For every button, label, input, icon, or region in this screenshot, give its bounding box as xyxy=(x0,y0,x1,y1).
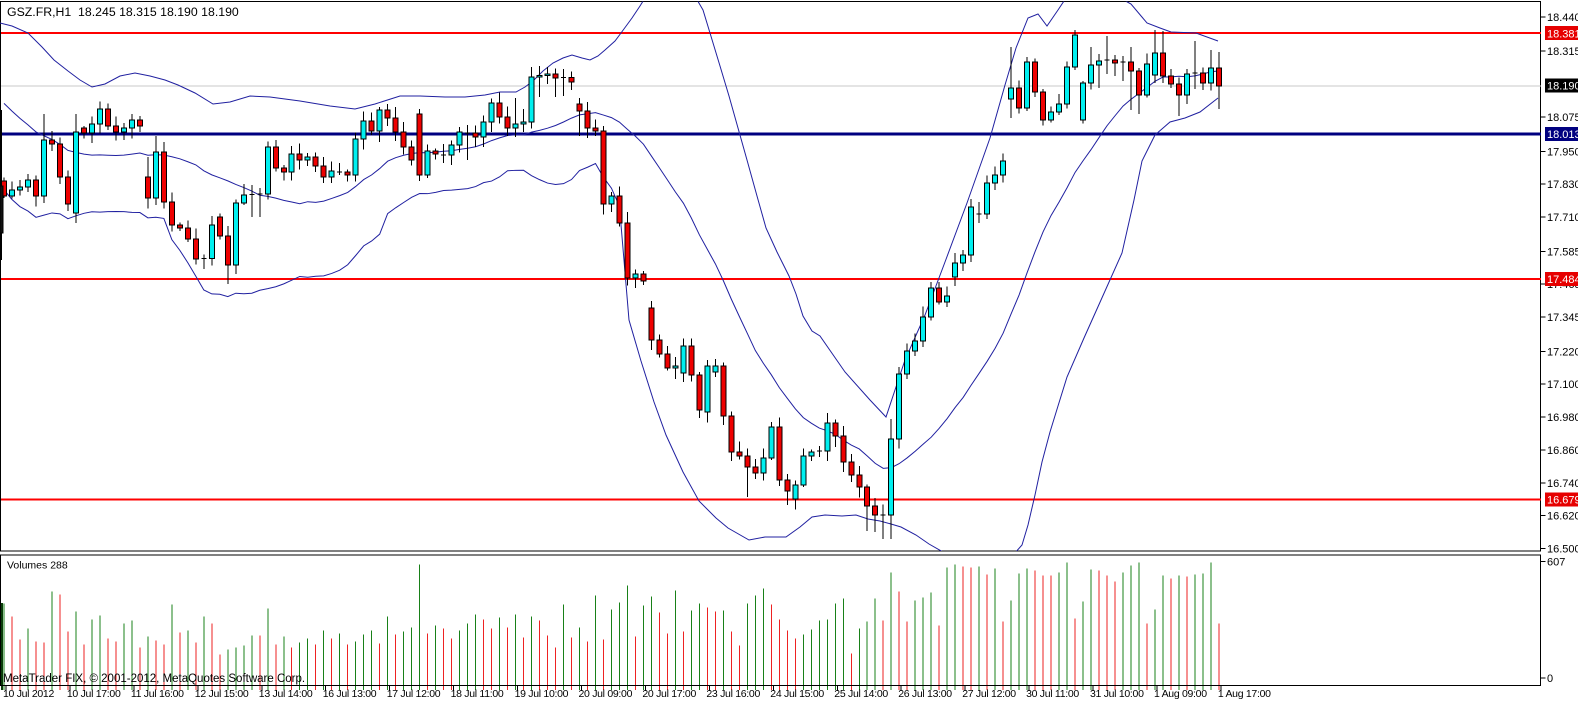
svg-text:12 Jul 15:00: 12 Jul 15:00 xyxy=(195,688,249,700)
svg-text:1 Aug 09:00: 1 Aug 09:00 xyxy=(1154,688,1207,700)
svg-text:20 Jul 17:00: 20 Jul 17:00 xyxy=(642,688,696,700)
svg-text:16.860: 16.860 xyxy=(1547,445,1578,457)
svg-text:MetaTrader FIX, © 2001-2012, M: MetaTrader FIX, © 2001-2012, MetaQuotes … xyxy=(3,673,305,685)
svg-text:27 Jul 12:00: 27 Jul 12:00 xyxy=(962,688,1016,700)
svg-text:17.220: 17.220 xyxy=(1547,346,1578,358)
svg-text:20 Jul 09:00: 20 Jul 09:00 xyxy=(579,688,633,700)
svg-text:18.013: 18.013 xyxy=(1547,129,1578,141)
svg-text:10 Jul 17:00: 10 Jul 17:00 xyxy=(67,688,121,700)
svg-text:17.710: 17.710 xyxy=(1547,212,1578,224)
svg-text:17.484: 17.484 xyxy=(1547,274,1578,286)
svg-text:16.500: 16.500 xyxy=(1547,544,1578,556)
svg-text:25 Jul 14:00: 25 Jul 14:00 xyxy=(834,688,888,700)
svg-text:17.585: 17.585 xyxy=(1547,246,1578,258)
svg-text:13 Jul 14:00: 13 Jul 14:00 xyxy=(259,688,313,700)
svg-text:GSZ.FR,H1 18.245 18.315 18.19: GSZ.FR,H1 18.245 18.315 18.190 18.190 xyxy=(7,5,239,19)
svg-text:16.740: 16.740 xyxy=(1547,478,1578,490)
svg-text:11 Jul 16:00: 11 Jul 16:00 xyxy=(131,688,184,700)
svg-text:17 Jul 12:00: 17 Jul 12:00 xyxy=(387,688,441,700)
svg-text:18.190: 18.190 xyxy=(1547,81,1578,93)
svg-text:26 Jul 13:00: 26 Jul 13:00 xyxy=(898,688,952,700)
svg-text:18.440: 18.440 xyxy=(1547,12,1578,24)
svg-text:19 Jul 10:00: 19 Jul 10:00 xyxy=(515,688,569,700)
svg-text:16 Jul 13:00: 16 Jul 13:00 xyxy=(323,688,377,700)
svg-text:24 Jul 15:00: 24 Jul 15:00 xyxy=(770,688,824,700)
svg-text:Volumes 288: Volumes 288 xyxy=(7,560,68,572)
svg-text:16.980: 16.980 xyxy=(1547,412,1578,424)
svg-text:31 Jul 10:00: 31 Jul 10:00 xyxy=(1090,688,1144,700)
svg-text:18.075: 18.075 xyxy=(1547,112,1578,124)
svg-text:18.315: 18.315 xyxy=(1547,46,1578,58)
svg-text:30 Jul 11:00: 30 Jul 11:00 xyxy=(1026,688,1079,700)
svg-text:18 Jul 11:00: 18 Jul 11:00 xyxy=(451,688,504,700)
svg-text:16.679: 16.679 xyxy=(1547,495,1578,507)
svg-text:607: 607 xyxy=(1547,557,1565,569)
svg-text:17.950: 17.950 xyxy=(1547,146,1578,158)
svg-text:10 Jul 2012: 10 Jul 2012 xyxy=(3,688,54,700)
svg-text:23 Jul 16:00: 23 Jul 16:00 xyxy=(706,688,760,700)
svg-text:16.620: 16.620 xyxy=(1547,511,1578,523)
svg-text:17.345: 17.345 xyxy=(1547,312,1578,324)
svg-text:17.830: 17.830 xyxy=(1547,179,1578,191)
svg-text:1 Aug 17:00: 1 Aug 17:00 xyxy=(1218,688,1271,700)
svg-text:0: 0 xyxy=(1547,673,1553,685)
svg-text:18.381: 18.381 xyxy=(1547,28,1578,40)
svg-text:17.100: 17.100 xyxy=(1547,379,1578,391)
